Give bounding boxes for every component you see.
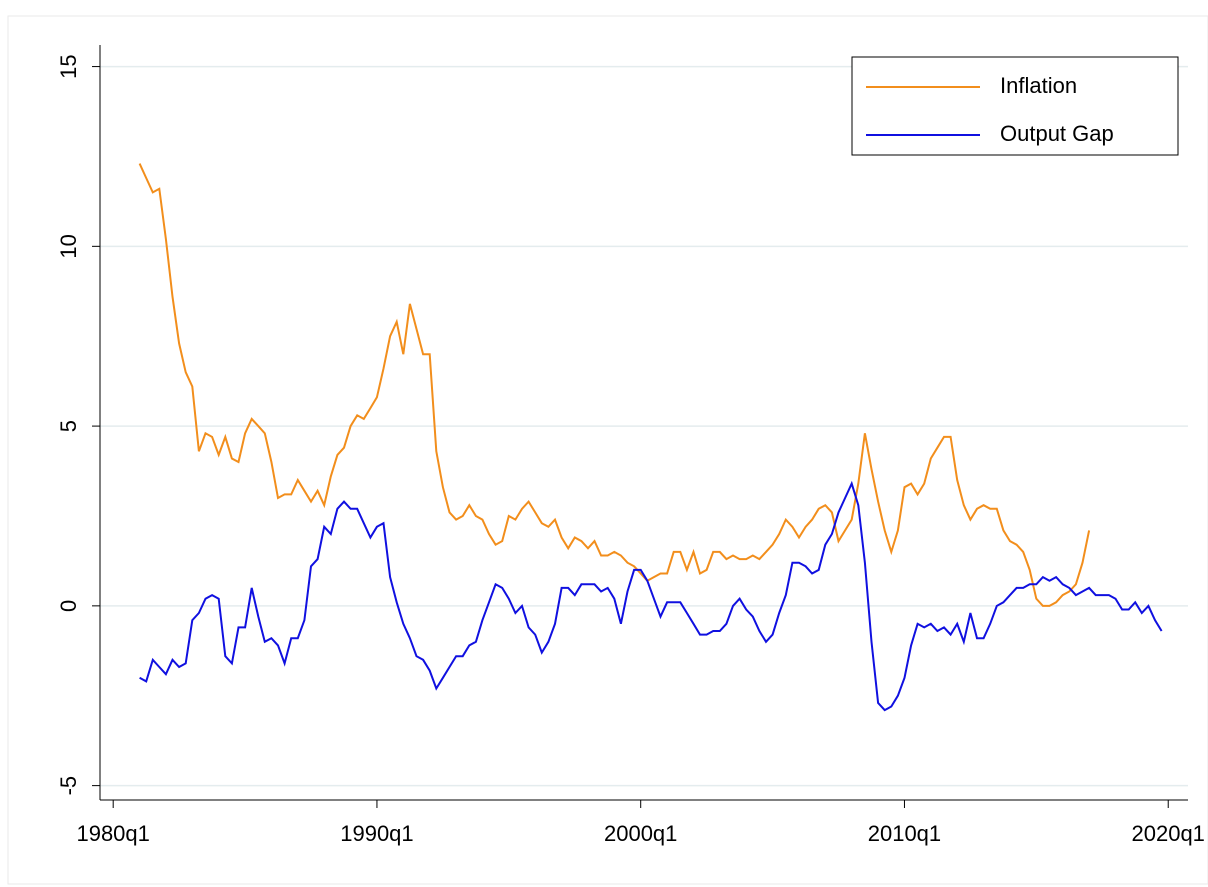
y-tick-label: 0	[56, 600, 81, 612]
x-tick-label: 1990q1	[340, 821, 413, 846]
legend-box	[851, 56, 1179, 156]
x-tick-label: 1980q1	[76, 821, 149, 846]
y-tick-label: -5	[56, 776, 81, 796]
y-tick-label: 15	[56, 54, 81, 78]
series-line	[139, 480, 1163, 712]
series-line	[138, 163, 1091, 607]
legend-label: Output Gap	[1000, 121, 1114, 146]
x-tick-label: 2020q1	[1132, 821, 1205, 846]
frame	[7, 15, 1208, 885]
x-tick-label: 2000q1	[604, 821, 677, 846]
y-tick-label: 10	[56, 234, 81, 258]
legend-label: Inflation	[1000, 73, 1077, 98]
x-tick-label: 2010q1	[868, 821, 941, 846]
y-tick-label: 5	[56, 420, 81, 432]
